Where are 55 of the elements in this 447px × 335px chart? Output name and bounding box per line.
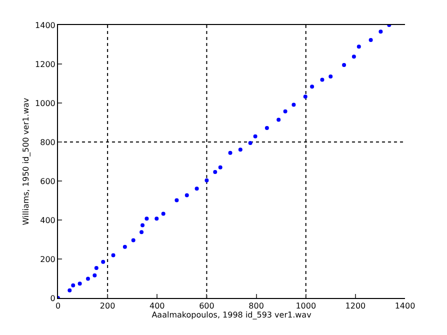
point: [238, 148, 242, 152]
point: [253, 134, 258, 138]
y-axis-title: Williams, 1950 id_500 ver1.wav: [22, 98, 31, 226]
point: [101, 260, 106, 264]
point: [94, 266, 98, 270]
y-tick-label: 1000: [35, 98, 56, 108]
point: [248, 140, 252, 145]
point: [204, 178, 209, 182]
point: [378, 30, 383, 34]
point: [131, 238, 136, 242]
point: [111, 253, 116, 258]
point: [213, 170, 218, 174]
x-tick-label: 1200: [345, 302, 366, 311]
x-axis-title: Aaalmakopoulos, 1998 id_593 ver1.wav: [152, 310, 312, 320]
y-tick-label: 600: [40, 176, 56, 186]
point: [310, 84, 314, 89]
y-tick-label: 1200: [35, 60, 56, 69]
point: [283, 109, 288, 114]
x-tick-label: 400: [150, 302, 165, 311]
point: [68, 288, 72, 292]
point: [161, 212, 166, 216]
point: [320, 78, 324, 82]
point: [276, 118, 281, 122]
point: [194, 186, 199, 191]
point: [352, 54, 356, 59]
point: [144, 216, 149, 221]
y-tick-label: 800: [40, 138, 56, 147]
y-tick-label: 0: [50, 294, 56, 303]
point: [86, 276, 90, 281]
point: [368, 38, 373, 42]
point: [78, 282, 82, 286]
x-tick-label: 1400: [394, 302, 416, 311]
x-tick-label: 1000: [296, 302, 316, 311]
point: [292, 102, 296, 107]
point: [92, 273, 97, 278]
x-tick-label: 800: [248, 302, 264, 311]
point: [218, 165, 222, 170]
x-tick-label: 200: [100, 302, 116, 311]
point: [140, 230, 144, 234]
point: [154, 216, 159, 221]
y-tick-label: 200: [40, 254, 56, 264]
y-tick-label: 1400: [35, 20, 56, 30]
point: [174, 198, 179, 202]
point: [71, 283, 76, 288]
point: [228, 150, 232, 155]
point: [184, 193, 189, 198]
point: [303, 94, 308, 99]
point: [140, 223, 145, 228]
point: [356, 44, 361, 49]
y-tick-label: 400: [40, 216, 56, 225]
point: [342, 62, 346, 67]
point: [328, 74, 333, 78]
point: [264, 126, 269, 130]
x-tick-label: 600: [199, 302, 214, 311]
point: [122, 244, 127, 249]
